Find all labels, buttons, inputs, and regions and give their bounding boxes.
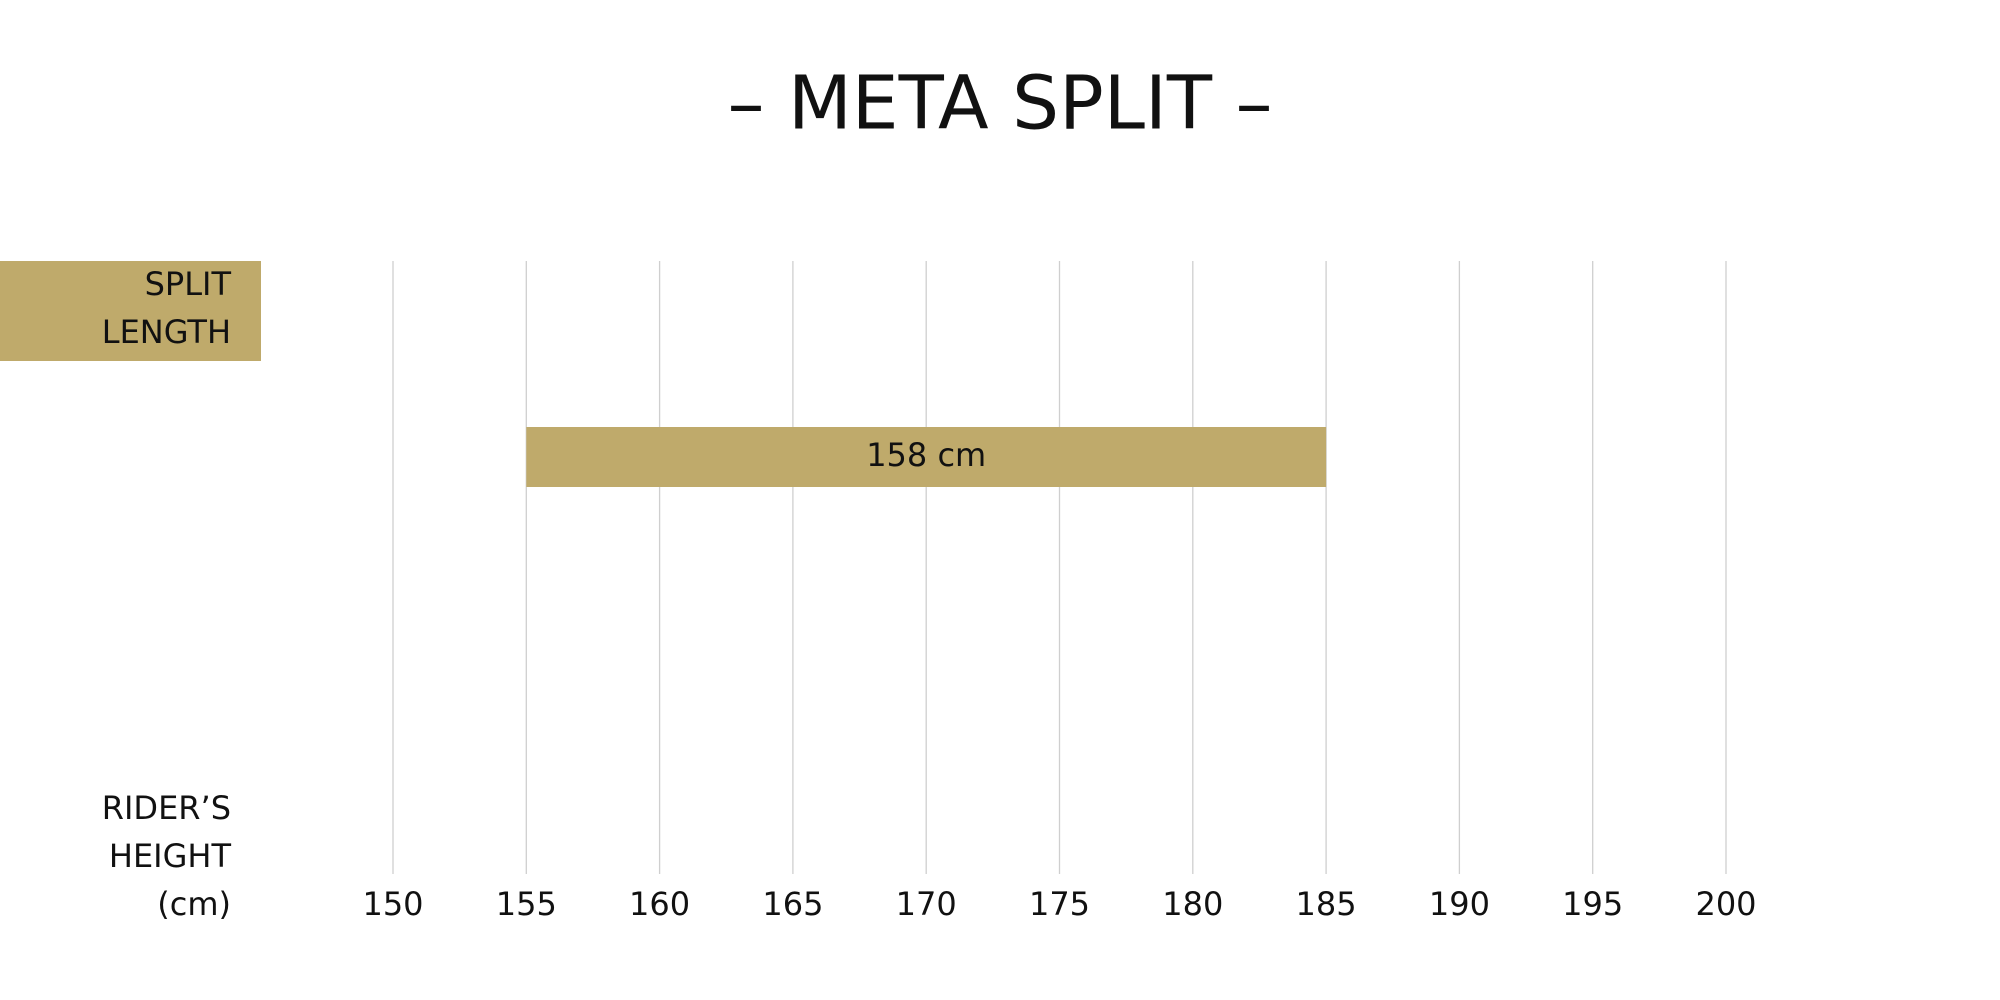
x-tick-label: 170 — [896, 885, 957, 923]
y-axis-label: SPLIT — [145, 265, 232, 303]
y-axis-label: LENGTH — [102, 313, 231, 351]
ylabel-box — [0, 261, 261, 361]
chart-title: – META SPLIT – — [727, 61, 1272, 147]
x-tick-label: 195 — [1562, 885, 1623, 923]
x-axis-label: RIDER’S — [102, 789, 231, 827]
x-tick-label: 180 — [1162, 885, 1223, 923]
bar — [526, 427, 1327, 487]
x-tick-label: 150 — [362, 885, 423, 923]
x-tick-label: 155 — [496, 885, 557, 923]
x-tick-label: 185 — [1296, 885, 1357, 923]
x-tick-label: 200 — [1695, 885, 1756, 923]
x-tick-label: 160 — [629, 885, 690, 923]
x-tick-label: 165 — [762, 885, 823, 923]
bar-label: 158 cm — [866, 436, 986, 474]
x-axis-label: HEIGHT — [109, 837, 232, 875]
x-tick-label: 190 — [1429, 885, 1490, 923]
x-tick-label: 175 — [1029, 885, 1090, 923]
x-axis-label: (cm) — [157, 885, 231, 923]
